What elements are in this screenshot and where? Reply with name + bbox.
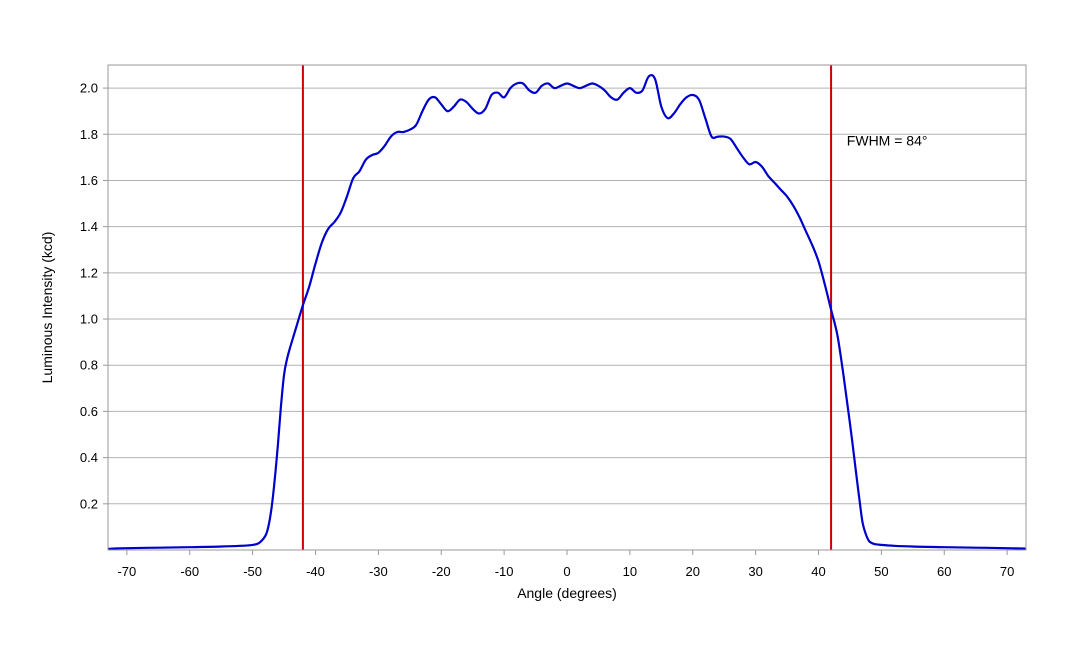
x-tick-label: -20 — [432, 564, 451, 579]
y-tick-label: 0.4 — [80, 450, 98, 465]
x-tick-label: 30 — [748, 564, 762, 579]
x-tick-label: 0 — [563, 564, 570, 579]
fwhm-markers — [301, 65, 833, 550]
x-tick-label: -60 — [180, 564, 199, 579]
x-tick-label: -50 — [243, 564, 262, 579]
y-tick-label: 1.0 — [80, 312, 98, 327]
y-tick-label: 0.8 — [80, 358, 98, 373]
x-tick-label: 10 — [623, 564, 637, 579]
x-tick-label: 20 — [686, 564, 700, 579]
annotations: FWHM = 84° — [847, 133, 928, 149]
x-tick-label: 60 — [937, 564, 951, 579]
x-tick-label: -10 — [495, 564, 514, 579]
gridlines — [108, 87, 1026, 551]
y-tick-label: 1.2 — [80, 265, 98, 280]
y-tick-label: 0.6 — [80, 404, 98, 419]
x-tick-label: -30 — [369, 564, 388, 579]
y-axis-ticks: 0.2 0.4 0.6 0.8 1.0 1.2 1.4 1.6 1.8 2.0 — [80, 81, 108, 511]
x-tick-label: 40 — [811, 564, 825, 579]
y-tick-label: 1.4 — [80, 219, 98, 234]
x-tick-label: -40 — [306, 564, 325, 579]
series-group — [107, 74, 1027, 550]
y-tick-label: 1.8 — [80, 127, 98, 142]
x-tick-label: -70 — [117, 564, 136, 579]
x-axis-title: Angle (degrees) — [517, 585, 617, 601]
x-tick-label: 70 — [1000, 564, 1014, 579]
y-tick-label: 1.6 — [80, 173, 98, 188]
y-tick-label: 2.0 — [80, 81, 98, 96]
intensity-series-line — [107, 74, 1027, 550]
y-axis-title: Luminous Intensity (kcd) — [39, 232, 55, 384]
y-tick-label: 0.2 — [80, 496, 98, 511]
fwhm-annotation: FWHM = 84° — [847, 133, 928, 149]
x-axis-ticks: -70 -60 -50 -40 -30 -20 -10 0 10 20 30 40 50 60 70 — [117, 550, 1014, 579]
x-tick-label: 50 — [874, 564, 888, 579]
